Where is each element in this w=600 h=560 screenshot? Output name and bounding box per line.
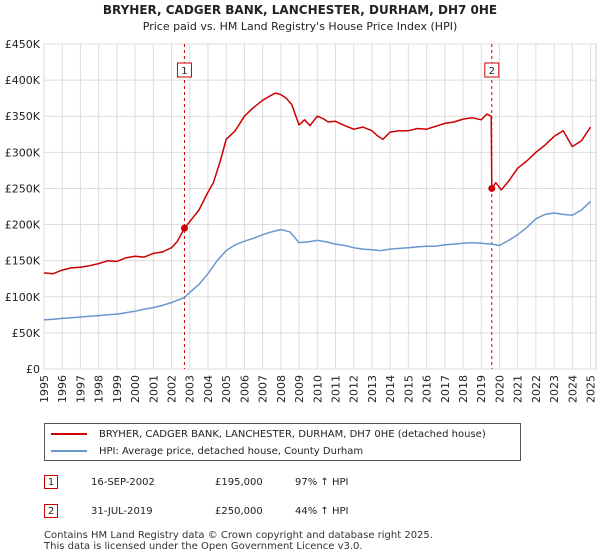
y-tick-label: £450K: [5, 38, 41, 51]
sale-row-2: 2 31-JUL-2019 £250,000 44% ↑ HPI: [44, 501, 348, 521]
x-tick-label: 2004: [202, 375, 215, 403]
legend-swatch-property: [51, 433, 87, 435]
x-tick-label: 1997: [74, 375, 87, 403]
y-tick-label: £50K: [12, 327, 41, 340]
chart-subtitle: Price paid vs. HM Land Registry's House …: [143, 20, 458, 33]
legend-item-property: BRYHER, CADGER BANK, LANCHESTER, DURHAM,…: [51, 426, 486, 442]
sale-marker-badge: [484, 62, 500, 78]
x-tick-label: 2024: [566, 375, 579, 403]
sale-badge-2: 2: [44, 504, 58, 518]
x-tick-label: 2022: [530, 375, 543, 403]
grid-lines: [43, 43, 596, 370]
y-tick-label: £100K: [5, 291, 41, 304]
y-tick-label: £200K: [5, 219, 41, 232]
x-tick-label: 2018: [457, 375, 470, 403]
x-tick-label: 2001: [147, 375, 160, 403]
sale-hpi-change-1: 97% ↑ HPI: [295, 476, 349, 488]
sale-marker-label: 1: [181, 66, 187, 77]
sale-point: [180, 224, 188, 232]
sale-marker-badge: [176, 62, 192, 78]
x-tick-label: 2007: [257, 375, 270, 403]
y-axis-ticks: £0 £50K £100K £150K £200K £250K £300K £350K £400…: [5, 38, 41, 376]
sale-price-1: £195,000: [215, 476, 263, 488]
series-lines: [43, 92, 592, 321]
y-tick-label: £250K: [5, 182, 41, 195]
x-tick-label: 2003: [184, 375, 197, 403]
x-tick-label: 2006: [238, 375, 251, 403]
x-tick-label: 2020: [493, 375, 506, 403]
x-tick-label: 2015: [402, 375, 415, 403]
x-tick-label: 2017: [439, 375, 452, 403]
price-chart: BRYHER, CADGER BANK, LANCHESTER, DURHAM,…: [5, 3, 598, 403]
sale-badge-1: 1: [44, 475, 58, 489]
x-tick-label: 2016: [421, 375, 434, 403]
x-tick-label: 2002: [166, 375, 179, 403]
y-tick-label: £350K: [5, 110, 41, 123]
y-tick-label: £150K: [5, 255, 41, 268]
chart-title: BRYHER, CADGER BANK, LANCHESTER, DURHAM,…: [103, 3, 497, 17]
hpi-line: [43, 200, 592, 321]
x-tick-label: 1996: [56, 375, 69, 403]
sale-row-1: 1 16-SEP-2002 £195,000 97% ↑ HPI: [44, 472, 348, 492]
x-tick-label: 2000: [129, 375, 142, 403]
x-tick-label: 2012: [348, 375, 361, 403]
x-tick-label: 2011: [329, 375, 342, 403]
sale-point: [488, 184, 496, 192]
chart-legend: BRYHER, CADGER BANK, LANCHESTER, DURHAM,…: [44, 423, 521, 461]
legend-label-hpi: HPI: Average price, detached house, Coun…: [99, 445, 364, 457]
footer-line-1: Contains HM Land Registry data © Crown c…: [44, 530, 433, 541]
sale-date-1: 16-SEP-2002: [91, 476, 155, 488]
x-tick-label: 2009: [293, 375, 306, 403]
footer-attribution: Contains HM Land Registry data © Crown c…: [44, 530, 433, 552]
legend-item-hpi: HPI: Average price, detached house, Coun…: [51, 443, 363, 459]
x-tick-label: 2019: [475, 375, 488, 403]
y-tick-label: £0: [26, 363, 40, 376]
x-tick-label: 2008: [275, 375, 288, 403]
x-tick-label: 2025: [585, 375, 598, 403]
x-tick-label: 2010: [311, 375, 324, 403]
footer-line-2: This data is licensed under the Open Gov…: [44, 540, 363, 552]
x-axis-ticks: 1995 1996 1997 1998 1999 2000 2001 2002 2003 2004…: [38, 375, 598, 403]
x-tick-label: 2023: [548, 375, 561, 403]
sale-marker-label: 2: [489, 66, 495, 77]
y-tick-label: £300K: [5, 146, 41, 159]
x-tick-label: 1998: [93, 375, 106, 403]
x-tick-label: 1999: [111, 375, 124, 403]
x-tick-label: 2013: [366, 375, 379, 403]
sale-price-2: £250,000: [215, 505, 263, 517]
x-tick-label: 2021: [512, 375, 525, 403]
sale-hpi-change-2: 44% ↑ HPI: [295, 505, 349, 517]
sale-date-2: 31-JUL-2019: [91, 505, 153, 517]
legend-swatch-hpi: [51, 450, 87, 452]
x-tick-label: 2005: [220, 375, 233, 403]
x-tick-label: 1995: [38, 375, 51, 403]
x-tick-label: 2014: [384, 375, 397, 403]
plot-area: [43, 43, 597, 370]
legend-label-property: BRYHER, CADGER BANK, LANCHESTER, DURHAM,…: [99, 428, 486, 440]
y-tick-label: £400K: [5, 74, 41, 87]
